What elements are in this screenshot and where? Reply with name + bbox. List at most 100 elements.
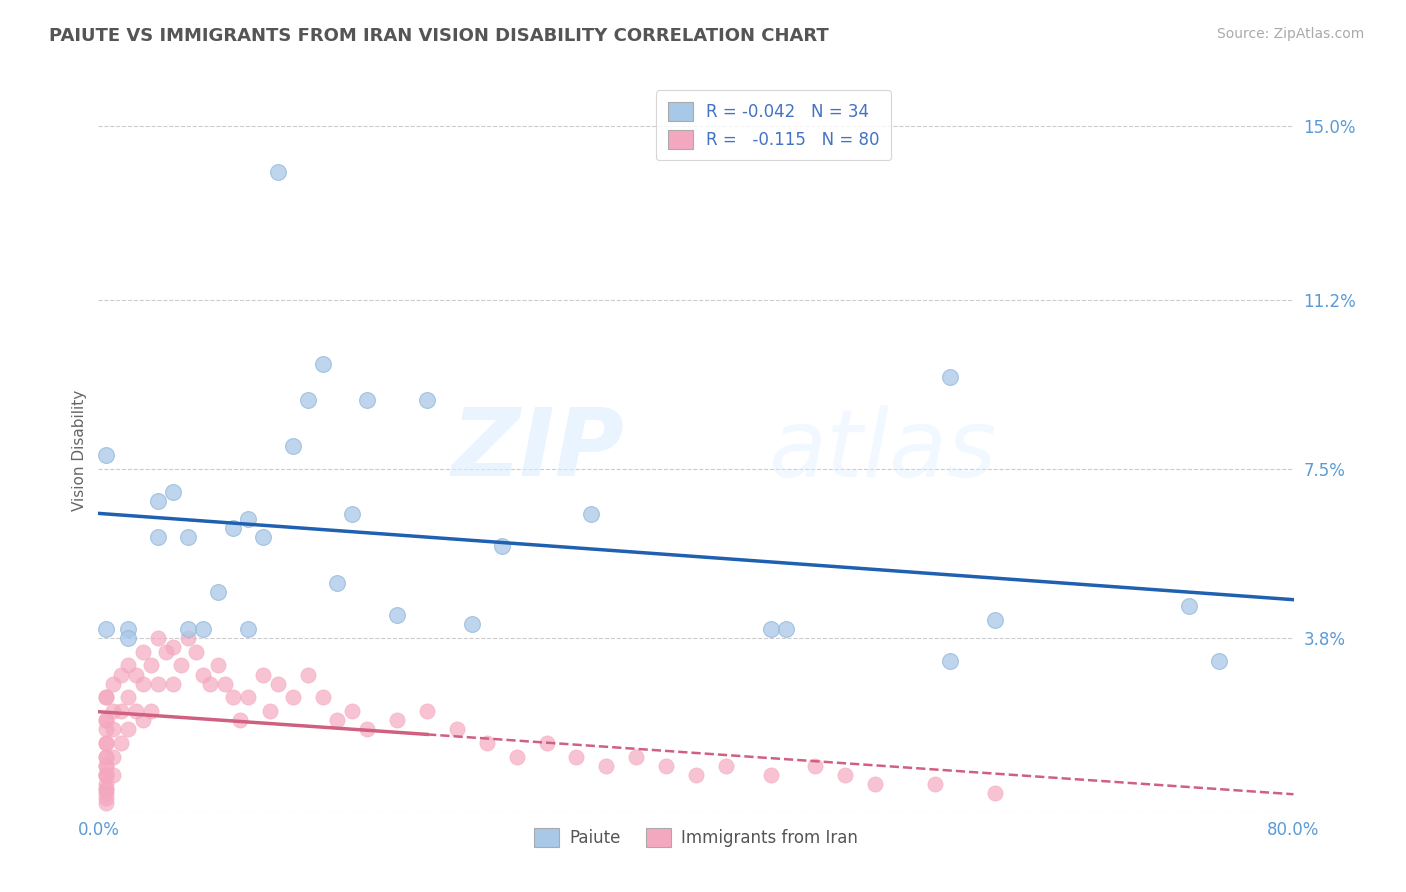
Point	[94, 622, 117, 636]
Point	[252, 530, 274, 544]
Point	[94, 786, 117, 800]
Point	[222, 690, 245, 705]
Point	[924, 777, 946, 791]
Point	[311, 690, 333, 705]
Point	[132, 713, 155, 727]
Point	[984, 786, 1007, 800]
Point	[834, 768, 856, 782]
Point	[162, 484, 184, 499]
Point	[297, 667, 319, 681]
Point	[759, 768, 782, 782]
Point	[222, 521, 245, 535]
Point	[117, 631, 139, 645]
Point	[94, 749, 117, 764]
Text: ZIP: ZIP	[451, 404, 624, 497]
Point	[416, 704, 439, 718]
Point	[94, 781, 117, 796]
Point	[103, 768, 125, 782]
Point	[416, 393, 439, 408]
Point	[110, 736, 132, 750]
Point	[94, 749, 117, 764]
Point	[94, 759, 117, 773]
Point	[804, 759, 827, 773]
Point	[94, 768, 117, 782]
Point	[984, 613, 1007, 627]
Point	[139, 658, 162, 673]
Point	[297, 393, 319, 408]
Point	[132, 645, 155, 659]
Point	[191, 622, 214, 636]
Text: atlas: atlas	[768, 405, 995, 496]
Point	[117, 622, 139, 636]
Point	[356, 723, 378, 737]
Point	[117, 723, 139, 737]
Point	[229, 713, 252, 727]
Point	[103, 723, 125, 737]
Text: PAIUTE VS IMMIGRANTS FROM IRAN VISION DISABILITY CORRELATION CHART: PAIUTE VS IMMIGRANTS FROM IRAN VISION DI…	[49, 27, 830, 45]
Point	[385, 608, 409, 623]
Point	[267, 164, 290, 178]
Point	[94, 690, 117, 705]
Point	[865, 777, 887, 791]
Point	[117, 658, 139, 673]
Point	[139, 704, 162, 718]
Point	[506, 749, 529, 764]
Point	[475, 736, 498, 750]
Point	[214, 676, 236, 690]
Point	[326, 713, 349, 727]
Point	[281, 439, 304, 453]
Point	[939, 654, 962, 668]
Point	[1208, 654, 1230, 668]
Point	[148, 631, 170, 645]
Point	[117, 690, 139, 705]
Point	[155, 645, 177, 659]
Point	[191, 667, 214, 681]
Point	[110, 704, 132, 718]
Point	[94, 791, 117, 805]
Point	[326, 576, 349, 591]
Point	[94, 713, 117, 727]
Point	[148, 676, 170, 690]
Point	[177, 530, 200, 544]
Point	[94, 448, 117, 462]
Point	[94, 759, 117, 773]
Point	[162, 676, 184, 690]
Point	[103, 704, 125, 718]
Point	[177, 631, 200, 645]
Point	[581, 508, 603, 522]
Point	[685, 768, 707, 782]
Point	[94, 768, 117, 782]
Point	[207, 585, 229, 599]
Point	[252, 667, 274, 681]
Point	[236, 512, 259, 526]
Point	[94, 713, 117, 727]
Point	[184, 645, 207, 659]
Point	[177, 622, 200, 636]
Point	[236, 622, 259, 636]
Point	[148, 530, 170, 544]
Legend: Paiute, Immigrants from Iran: Paiute, Immigrants from Iran	[527, 822, 865, 854]
Point	[236, 690, 259, 705]
Point	[132, 676, 155, 690]
Point	[342, 704, 364, 718]
Point	[385, 713, 409, 727]
Point	[461, 617, 484, 632]
Point	[94, 736, 117, 750]
Point	[356, 393, 378, 408]
Point	[311, 357, 333, 371]
Point	[110, 667, 132, 681]
Point	[446, 723, 468, 737]
Text: Source: ZipAtlas.com: Source: ZipAtlas.com	[1216, 27, 1364, 41]
Point	[125, 667, 148, 681]
Point	[103, 749, 125, 764]
Y-axis label: Vision Disability: Vision Disability	[72, 390, 87, 511]
Point	[103, 676, 125, 690]
Point	[125, 704, 148, 718]
Point	[259, 704, 281, 718]
Point	[281, 690, 304, 705]
Point	[94, 796, 117, 810]
Point	[1178, 599, 1201, 613]
Point	[94, 781, 117, 796]
Point	[595, 759, 617, 773]
Point	[714, 759, 737, 773]
